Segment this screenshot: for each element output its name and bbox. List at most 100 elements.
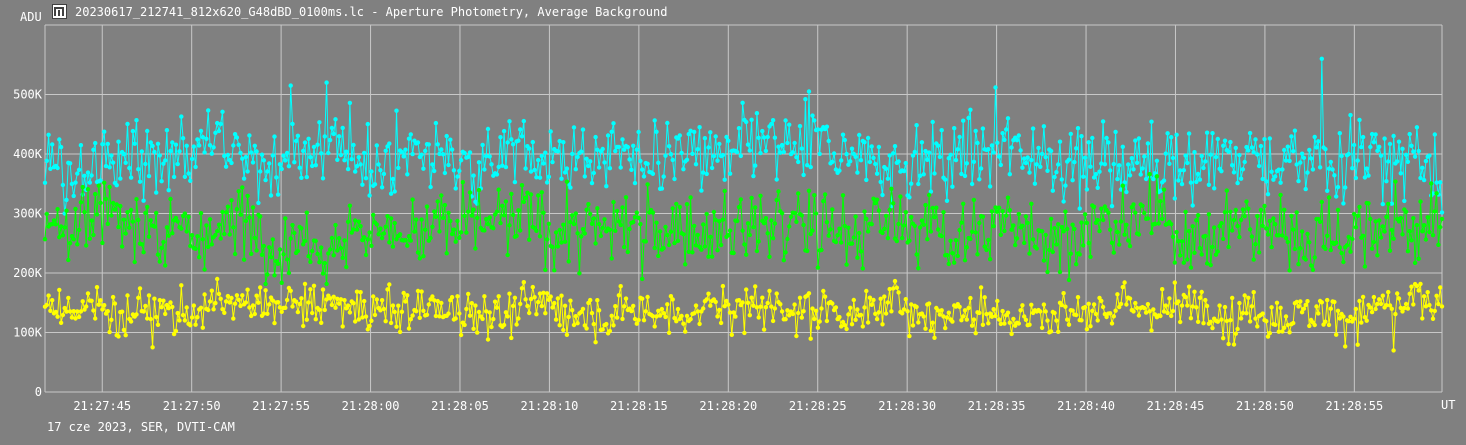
data-point	[1192, 289, 1197, 294]
data-point	[1167, 161, 1172, 166]
data-point	[785, 236, 790, 242]
data-point	[85, 170, 91, 175]
x-tick-label: 21:28:35	[968, 399, 1026, 413]
data-point	[437, 314, 442, 319]
data-point	[1403, 152, 1409, 157]
data-point	[720, 217, 726, 222]
data-point	[428, 235, 433, 241]
data-point	[579, 234, 584, 239]
data-point	[127, 225, 132, 230]
data-point	[1090, 308, 1095, 314]
data-point	[889, 309, 894, 314]
data-point	[1004, 213, 1009, 218]
data-point	[42, 180, 48, 185]
data-point	[989, 143, 995, 148]
data-point	[123, 160, 128, 165]
data-point	[1402, 305, 1407, 311]
data-point	[1325, 188, 1330, 193]
data-point	[1280, 329, 1285, 334]
data-point	[1319, 300, 1325, 305]
data-point	[1016, 133, 1021, 138]
data-point	[85, 291, 91, 296]
data-point	[1305, 231, 1310, 237]
data-point	[794, 219, 799, 224]
data-point	[1395, 291, 1400, 296]
data-point	[1145, 302, 1151, 307]
data-point	[575, 321, 580, 326]
data-point	[275, 300, 281, 305]
data-point	[1240, 207, 1246, 212]
data-point	[195, 315, 200, 320]
data-point	[552, 300, 557, 306]
data-point	[1231, 342, 1237, 347]
data-point	[1323, 147, 1328, 152]
data-point	[672, 240, 677, 246]
data-point	[842, 137, 847, 143]
data-point	[1056, 222, 1061, 227]
data-point	[114, 183, 119, 188]
data-point	[1438, 180, 1443, 185]
data-point	[548, 129, 553, 134]
data-point	[623, 296, 629, 301]
data-point	[878, 296, 883, 301]
data-point	[1172, 280, 1178, 285]
data-point	[159, 245, 164, 251]
data-point	[78, 143, 84, 148]
data-point	[882, 294, 887, 299]
data-point	[100, 240, 105, 246]
data-point	[302, 238, 308, 244]
data-point	[799, 146, 804, 151]
data-point	[55, 207, 60, 212]
data-point	[677, 133, 682, 138]
data-point	[1091, 175, 1097, 180]
data-point	[1072, 159, 1077, 165]
data-point	[329, 125, 335, 131]
data-point	[1093, 172, 1099, 177]
data-point	[1136, 313, 1142, 318]
data-point	[423, 148, 428, 154]
data-point	[238, 212, 243, 217]
data-point	[1411, 149, 1416, 154]
data-point	[1158, 313, 1163, 319]
data-point	[121, 151, 127, 157]
data-point	[914, 123, 919, 128]
data-point	[338, 297, 344, 302]
data-point	[216, 222, 222, 227]
data-point	[342, 158, 347, 163]
app-icon[interactable]	[52, 4, 67, 19]
data-point	[75, 171, 80, 176]
x-tick-label: 21:28:00	[342, 399, 400, 413]
data-point	[1224, 318, 1230, 324]
data-point	[390, 303, 396, 308]
data-point	[505, 314, 510, 319]
data-point	[1235, 223, 1240, 229]
data-point	[704, 211, 709, 217]
data-point	[830, 301, 835, 306]
data-point	[1108, 311, 1113, 316]
data-point	[1018, 148, 1023, 153]
data-point	[754, 111, 760, 116]
data-point	[421, 254, 426, 259]
data-point	[528, 296, 534, 302]
data-point	[1056, 329, 1061, 334]
data-point	[534, 228, 539, 233]
data-point	[1427, 229, 1432, 235]
data-point	[1134, 305, 1140, 311]
data-point	[1131, 309, 1136, 314]
data-point	[225, 152, 231, 158]
data-point	[978, 166, 984, 171]
data-point	[713, 299, 718, 305]
data-point	[1414, 125, 1420, 130]
data-point	[657, 313, 663, 318]
data-point	[1000, 209, 1005, 214]
data-point	[1183, 294, 1188, 300]
data-point	[1429, 308, 1434, 313]
data-point	[896, 290, 901, 295]
data-point	[467, 313, 473, 318]
data-point	[1353, 175, 1359, 181]
data-point	[758, 193, 763, 198]
x-tick-label: 21:28:15	[610, 399, 668, 413]
data-point	[516, 208, 521, 213]
data-point	[980, 214, 986, 219]
